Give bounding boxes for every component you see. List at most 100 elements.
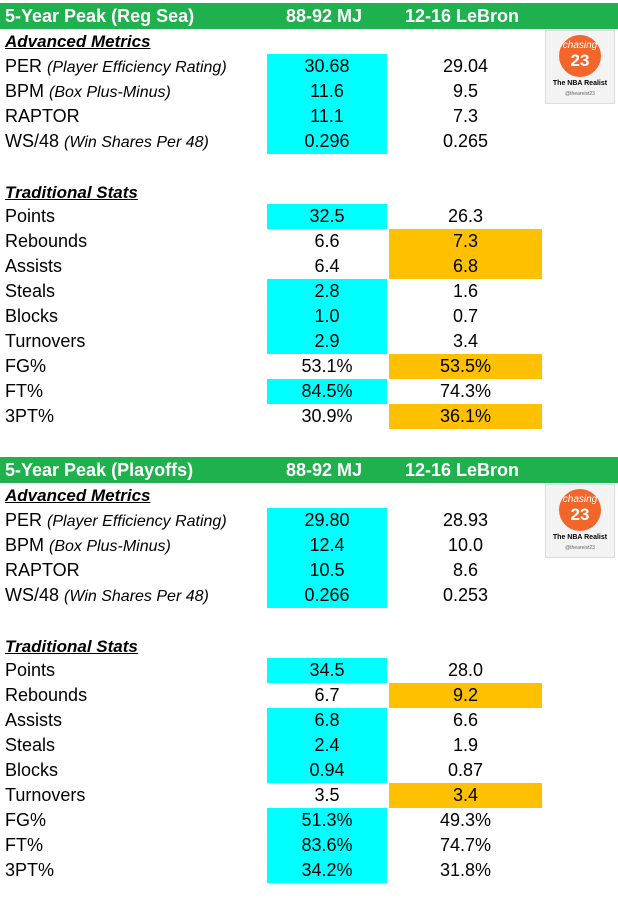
stat-label: Steals [5, 735, 55, 756]
mj-value: 11.6 [267, 79, 387, 104]
stat-row: BPM (Box Plus-Minus) 12.4 10.0 [0, 533, 618, 558]
logo-caption: The NBA Realist [552, 80, 608, 87]
stat-name: BPM [5, 81, 45, 101]
mj-value: 83.6% [267, 833, 387, 858]
lebron-value: 7.3 [452, 106, 479, 126]
stat-label: Blocks [5, 760, 58, 781]
lebron-value: 26.3 [447, 206, 484, 226]
stat-label: Assists [5, 710, 62, 731]
lebron-value: 0.265 [442, 131, 489, 151]
stat-name: Rebounds [5, 231, 88, 251]
logo-circle: chasing 23 [559, 35, 601, 77]
stat-name: Assists [5, 710, 63, 730]
stat-label: RAPTOR [5, 560, 80, 581]
lebron-value: 28.0 [447, 660, 484, 680]
stat-row: Turnovers 3.5 3.4 [0, 783, 618, 808]
mj-value: 1.0 [267, 304, 387, 329]
mj-value: 0.94 [267, 758, 387, 783]
lebron-value: 29.04 [442, 56, 489, 76]
traditional-stats-title: Traditional Stats [5, 637, 138, 656]
logo-handle: @theareist23 [565, 91, 595, 97]
stat-row: FT% 83.6% 74.7% [0, 833, 618, 858]
mj-value: 29.80 [267, 508, 387, 533]
logo-text-23: 23 [570, 51, 590, 70]
stat-label: FT% [5, 835, 43, 856]
lebron-value: 9.2 [389, 683, 542, 708]
lebron-value: 8.6 [452, 560, 479, 580]
stat-name: WS/48 [5, 585, 60, 605]
lebron-column-header: 12-16 LeBron [405, 460, 520, 480]
stat-label: Blocks [5, 306, 58, 327]
mj-value: 6.6 [314, 231, 340, 251]
stat-label: Turnovers [5, 785, 85, 806]
stat-note: (Win Shares Per 48) [64, 134, 209, 151]
stat-row: FT% 84.5% 74.3% [0, 379, 618, 404]
stat-name: Points [5, 660, 56, 680]
stat-name: FG% [5, 356, 47, 376]
logo-text-23: 23 [570, 505, 590, 524]
stat-note: (Box Plus-Minus) [49, 538, 171, 555]
mj-value: 30.68 [267, 54, 387, 79]
table-header: 5-Year Peak (Reg Sea) 88-92 MJ 12-16 LeBro… [0, 3, 618, 29]
table-header: 5-Year Peak (Playoffs) 88-92 MJ 12-16 LeBr… [0, 457, 618, 483]
stat-row: Points 32.5 26.3 [0, 204, 618, 229]
lebron-value: 6.6 [452, 710, 479, 730]
stat-name: Points [5, 206, 56, 226]
stat-row: Steals 2.4 1.9 [0, 733, 618, 758]
stat-name: Blocks [5, 760, 59, 780]
chasing23-logo: chasing 23 The NBA Realist @theareist23 [545, 30, 615, 104]
stat-row: BPM (Box Plus-Minus) 11.6 9.5 [0, 79, 618, 104]
stat-label: Steals [5, 281, 55, 302]
lebron-column-header: 12-16 LeBron [405, 6, 520, 26]
mj-value: 84.5% [267, 379, 387, 404]
lebron-value: 31.8% [439, 860, 492, 880]
stat-name: WS/48 [5, 131, 60, 151]
stat-row: PER (Player Efficiency Rating) 30.68 29.04 [0, 54, 618, 79]
mj-value: 2.4 [267, 733, 387, 758]
stat-row: Assists 6.4 6.8 [0, 254, 618, 279]
stat-label: WS/48 (Win Shares Per 48) [5, 585, 209, 606]
lebron-value: 0.87 [447, 760, 484, 780]
lebron-value: 0.7 [452, 306, 479, 326]
mj-value: 2.8 [267, 279, 387, 304]
lebron-value: 10.0 [447, 535, 484, 555]
stat-note: (Box Plus-Minus) [49, 84, 171, 101]
lebron-value: 49.3% [439, 810, 492, 830]
stat-row: PER (Player Efficiency Rating) 29.80 28.93 [0, 508, 618, 533]
stat-row: Rebounds 6.7 9.2 [0, 683, 618, 708]
stat-label: Turnovers [5, 331, 85, 352]
stat-name: Turnovers [5, 331, 86, 351]
logo-text-chasing: chasing [562, 494, 598, 505]
stat-row: Assists 6.8 6.6 [0, 708, 618, 733]
stat-name: Turnovers [5, 785, 86, 805]
mj-value: 34.2% [267, 858, 387, 883]
mj-value: 0.266 [267, 583, 387, 608]
advanced-metrics-title: Advanced Metrics [5, 486, 151, 505]
lebron-value: 7.3 [389, 229, 542, 254]
stat-name: Steals [5, 281, 56, 301]
stat-row: Blocks 1.0 0.7 [0, 304, 618, 329]
mj-column-header: 88-92 MJ [286, 6, 363, 26]
stat-label: 3PT% [5, 860, 54, 881]
stat-name: Blocks [5, 306, 59, 326]
lebron-value: 3.4 [452, 331, 479, 351]
mj-value: 53.1% [301, 356, 353, 376]
mj-value: 3.5 [314, 785, 340, 805]
stat-row: RAPTOR 10.5 8.6 [0, 558, 618, 583]
stat-row: 3PT% 34.2% 31.8% [0, 858, 618, 883]
mj-value: 0.296 [267, 129, 387, 154]
mj-value: 6.7 [314, 685, 340, 705]
stat-label: RAPTOR [5, 106, 80, 127]
mj-value: 30.9% [301, 406, 353, 426]
stat-row: Turnovers 2.9 3.4 [0, 329, 618, 354]
stat-name: Rebounds [5, 685, 88, 705]
stat-label: 3PT% [5, 406, 54, 427]
mj-value: 10.5 [267, 558, 387, 583]
stat-name: RAPTOR [5, 560, 80, 580]
stat-label: Points [5, 206, 55, 227]
traditional-stats-title: Traditional Stats [5, 183, 138, 202]
stat-name: PER [5, 56, 43, 76]
stat-label: Rebounds [5, 685, 87, 706]
mj-value: 6.8 [267, 708, 387, 733]
stat-label: PER (Player Efficiency Rating) [5, 510, 227, 531]
